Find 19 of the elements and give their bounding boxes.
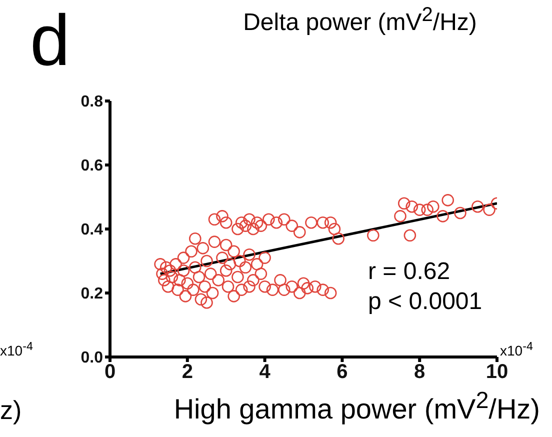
y-tick-label: 0.8 <box>80 94 104 111</box>
y-tick-label: 0.2 <box>80 286 104 303</box>
annotation: r = 0.62 <box>368 258 450 286</box>
x-tick-label: 10 <box>486 361 508 384</box>
text: z) <box>0 395 22 426</box>
x-axis-title: High gamma power (mV$^{2}$/Hz) <box>174 387 540 424</box>
x-tick-label: 6 <box>336 361 348 384</box>
text: x10$^{-4}$ <box>0 340 33 359</box>
chart-title: Delta power (mV$^{2}$/Hz) <box>242 3 478 38</box>
x-tick-label: 2 <box>182 361 193 384</box>
y-tick-label: 0.0 <box>80 350 104 367</box>
text: d <box>30 0 70 82</box>
annotation: p < 0.0001 <box>368 288 482 316</box>
x-tick-label: 4 <box>259 361 272 384</box>
y-tick-label: 0.6 <box>80 158 104 175</box>
x-tick-label: 8 <box>414 361 426 384</box>
x-tick-label: 0 <box>104 361 116 384</box>
y-tick-label: 0.4 <box>80 222 104 239</box>
text: x10$^{-4}$ <box>500 340 533 359</box>
